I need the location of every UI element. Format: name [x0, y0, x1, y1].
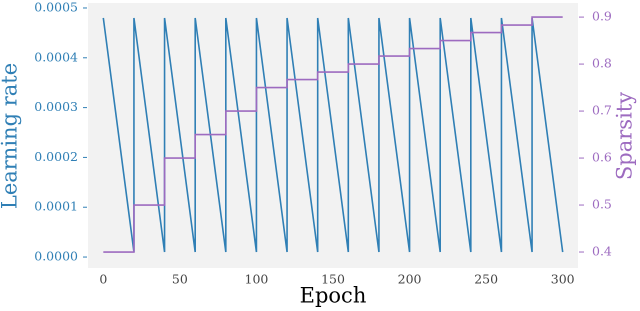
y-axis-label: Learning rate — [0, 63, 22, 209]
x-axis-label: Epoch — [300, 284, 367, 308]
y-tick-label: 0.0002 — [34, 149, 78, 164]
y-tick-label: 0.0000 — [34, 249, 78, 264]
y-tick-label: 0.0003 — [34, 99, 78, 114]
series-line — [102, 17, 564, 253]
series-line — [103, 16, 563, 253]
y-tick-label: 0.0005 — [34, 0, 78, 14]
y2-tick-label: 0.6 — [592, 150, 612, 165]
y2-axis-label: Sparsity — [613, 92, 637, 180]
y2-tick-label: 0.7 — [592, 103, 612, 118]
x-tick-label: 250 — [474, 272, 498, 287]
y-tick-label: 0.0004 — [34, 49, 78, 64]
x-tick-label: 300 — [551, 272, 575, 287]
x-tick-label: 100 — [245, 272, 269, 287]
y2-tick-label: 0.5 — [592, 197, 612, 212]
x-tick-label: 150 — [321, 272, 345, 287]
y2-tick-label: 0.4 — [592, 244, 612, 259]
x-tick-label: 50 — [172, 272, 188, 287]
x-tick-label: 0 — [99, 272, 107, 287]
x-tick-label: 200 — [398, 272, 422, 287]
y2-tick-label: 0.8 — [592, 56, 612, 71]
y-tick-label: 0.0001 — [34, 199, 78, 214]
y2-tick-label: 0.9 — [592, 9, 612, 24]
